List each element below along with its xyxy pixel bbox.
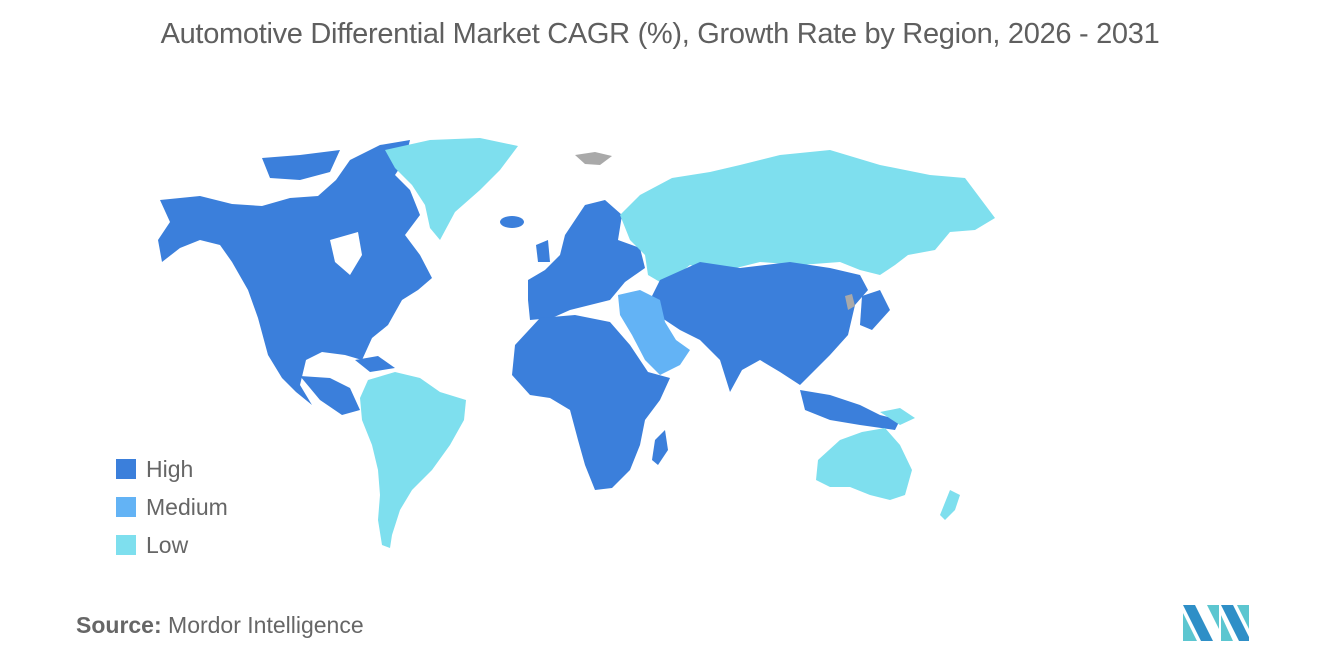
source-line: Source: Mordor Intelligence bbox=[76, 612, 364, 639]
region-russia bbox=[620, 150, 995, 285]
legend-label: Medium bbox=[146, 493, 228, 520]
region-middle-east bbox=[618, 290, 690, 375]
region-asia bbox=[650, 262, 868, 392]
region-oceania bbox=[816, 428, 912, 500]
legend-label: Low bbox=[146, 531, 189, 558]
region-africa bbox=[512, 315, 670, 490]
region-europe bbox=[528, 200, 645, 320]
legend-item-medium: Medium bbox=[116, 488, 228, 526]
legend: High Medium Low bbox=[116, 450, 228, 564]
legend-label: High bbox=[146, 455, 194, 482]
mordor-logo-icon bbox=[1183, 605, 1249, 641]
legend-swatch-medium bbox=[116, 497, 136, 517]
region-greenland bbox=[385, 138, 518, 240]
source-prefix: Source: bbox=[76, 612, 162, 638]
legend-item-low: Low bbox=[116, 526, 228, 564]
chart-title: Automotive Differential Market CAGR (%),… bbox=[160, 18, 1160, 50]
legend-swatch-high bbox=[116, 459, 136, 479]
legend-swatch-low bbox=[116, 535, 136, 555]
source-name: Mordor Intelligence bbox=[168, 612, 364, 638]
region-south-america bbox=[360, 372, 466, 548]
legend-item-high: High bbox=[116, 450, 228, 488]
region-north-america bbox=[158, 140, 432, 415]
